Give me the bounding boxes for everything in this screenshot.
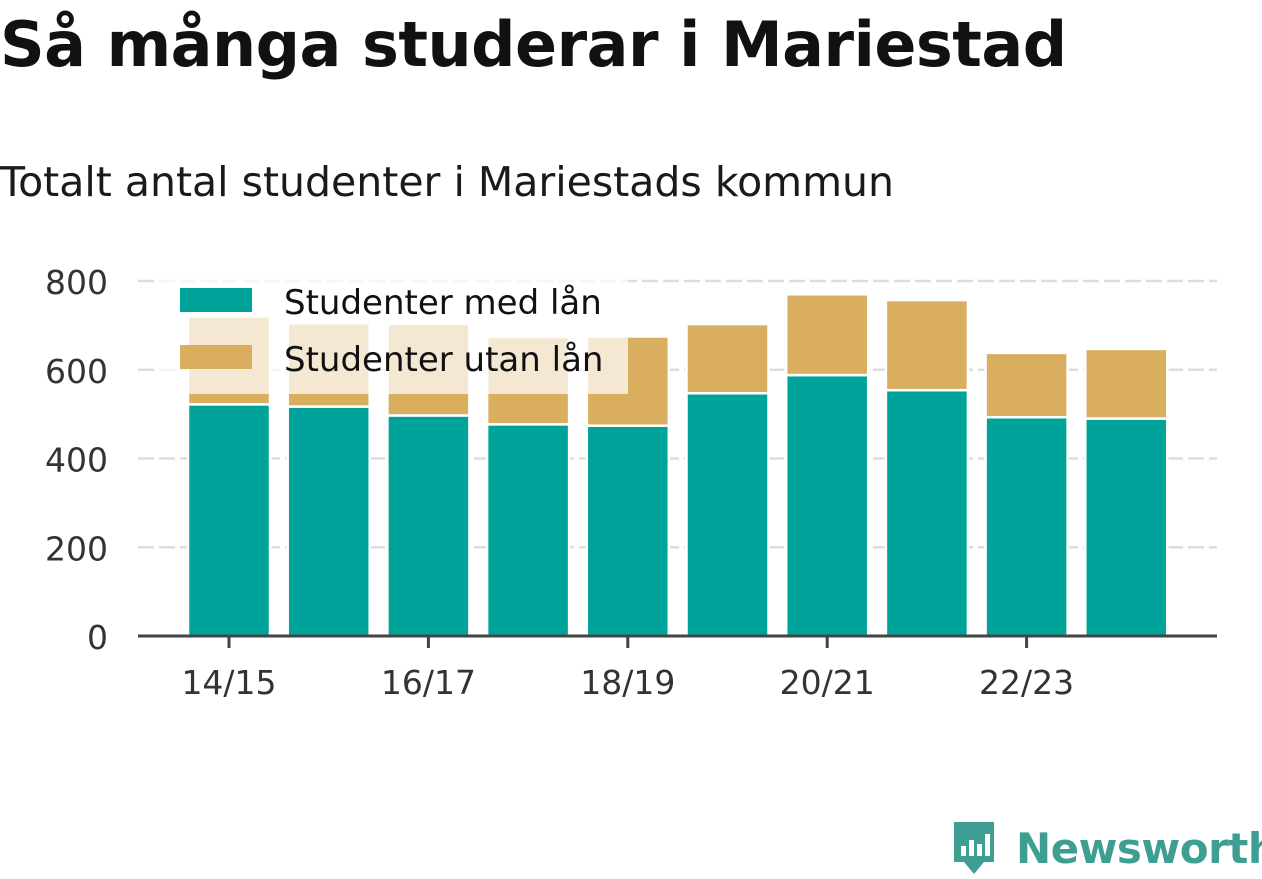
x-tick-label: 16/17 bbox=[381, 663, 476, 702]
bar-with-loan bbox=[1084, 417, 1169, 638]
x-tick-label: 20/21 bbox=[780, 663, 875, 702]
y-tick-label: 200 bbox=[45, 529, 108, 568]
bar-with-loan bbox=[485, 423, 571, 638]
bar-with-loan bbox=[685, 392, 770, 638]
y-tick-label: 800 bbox=[45, 263, 108, 302]
bar-with-loan bbox=[884, 388, 970, 638]
brand-name: Newsworthy bbox=[1016, 823, 1262, 873]
bar-without-loan bbox=[784, 293, 870, 377]
chart-subtitle: Totalt antal studenter i Mariestads komm… bbox=[0, 158, 895, 206]
y-tick-label: 0 bbox=[87, 618, 108, 657]
bar-with-loan bbox=[386, 414, 471, 638]
x-tick-label: 18/19 bbox=[580, 663, 675, 702]
bar-with-loan bbox=[186, 403, 272, 638]
legend-swatch-without-loan bbox=[180, 345, 252, 369]
bar-without-loan bbox=[884, 298, 970, 392]
legend-label: Studenter med lån bbox=[284, 283, 602, 323]
bar-with-loan bbox=[984, 415, 1069, 638]
bar-with-loan bbox=[585, 424, 671, 638]
newsworthy-logo: Newsworthy bbox=[950, 818, 1262, 878]
bar-with-loan bbox=[286, 405, 371, 638]
bar-with-loan bbox=[784, 373, 870, 638]
bar-without-loan bbox=[1084, 347, 1169, 420]
y-tick-label: 400 bbox=[45, 441, 108, 480]
x-tick-label: 22/23 bbox=[979, 663, 1074, 702]
chart-title: Så många studerar i Mariestad bbox=[0, 8, 1067, 81]
x-tick-label: 14/15 bbox=[181, 663, 276, 702]
y-tick-label: 600 bbox=[45, 352, 108, 391]
legend-label: Studenter utan lån bbox=[284, 340, 603, 380]
newsworthy-bar-chart-icon bbox=[954, 822, 994, 874]
legend-swatch-with-loan bbox=[180, 288, 252, 312]
bar-without-loan bbox=[984, 351, 1069, 419]
bar-without-loan bbox=[685, 322, 770, 395]
